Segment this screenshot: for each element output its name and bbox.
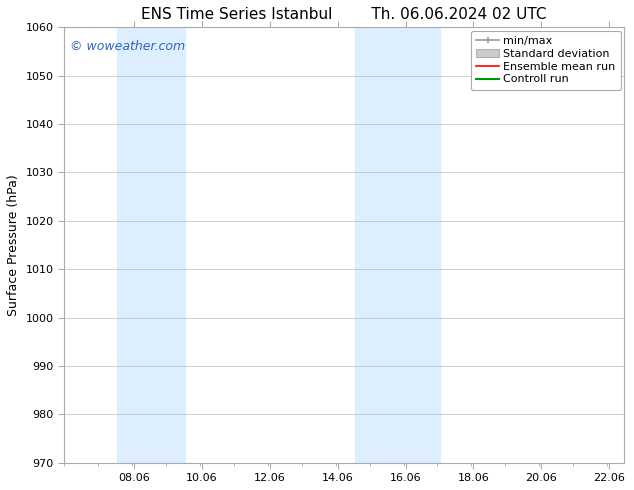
Bar bbox=[117, 27, 185, 463]
Bar bbox=[354, 27, 439, 463]
Legend: min/max, Standard deviation, Ensemble mean run, Controll run: min/max, Standard deviation, Ensemble me… bbox=[471, 30, 621, 90]
Text: © woweather.com: © woweather.com bbox=[70, 40, 184, 53]
Title: ENS Time Series Istanbul        Th. 06.06.2024 02 UTC: ENS Time Series Istanbul Th. 06.06.2024 … bbox=[141, 7, 547, 22]
Y-axis label: Surface Pressure (hPa): Surface Pressure (hPa) bbox=[7, 174, 20, 316]
